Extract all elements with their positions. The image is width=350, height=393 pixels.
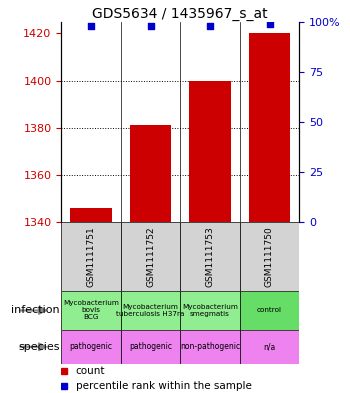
Bar [189,81,231,222]
Bar [121,222,180,291]
Point [267,20,272,27]
Text: Mycobacterium
bovis
BCG: Mycobacterium bovis BCG [63,301,119,320]
Bar [240,222,299,291]
Bar [240,330,299,364]
Text: pathogenic: pathogenic [70,342,112,351]
Text: GSM1111750: GSM1111750 [265,226,274,287]
Bar [121,330,180,364]
Point [207,22,213,29]
Text: control: control [257,307,282,314]
Bar [130,125,172,222]
Point [148,22,153,29]
Bar [61,222,121,291]
Text: pathogenic: pathogenic [129,342,172,351]
Bar [61,291,121,330]
Text: infection: infection [11,305,60,316]
Text: GSM1111752: GSM1111752 [146,226,155,287]
Bar [70,208,112,222]
Text: Mycobacterium
tuberculosis H37ra: Mycobacterium tuberculosis H37ra [116,304,185,317]
Text: percentile rank within the sample: percentile rank within the sample [76,381,251,391]
Point [88,22,94,29]
Bar [121,291,180,330]
Bar [180,330,240,364]
Text: Mycobacterium
smegmatis: Mycobacterium smegmatis [182,304,238,317]
Bar [240,291,299,330]
Text: non-pathogenic: non-pathogenic [180,342,240,351]
Text: GSM1111753: GSM1111753 [205,226,215,287]
Text: GSM1111751: GSM1111751 [86,226,96,287]
Text: species: species [18,342,60,352]
Bar [248,33,290,222]
Bar [61,330,121,364]
Text: n/a: n/a [263,342,276,351]
Bar [180,222,240,291]
Title: GDS5634 / 1435967_s_at: GDS5634 / 1435967_s_at [92,7,268,20]
Text: count: count [76,366,105,376]
Bar [180,291,240,330]
